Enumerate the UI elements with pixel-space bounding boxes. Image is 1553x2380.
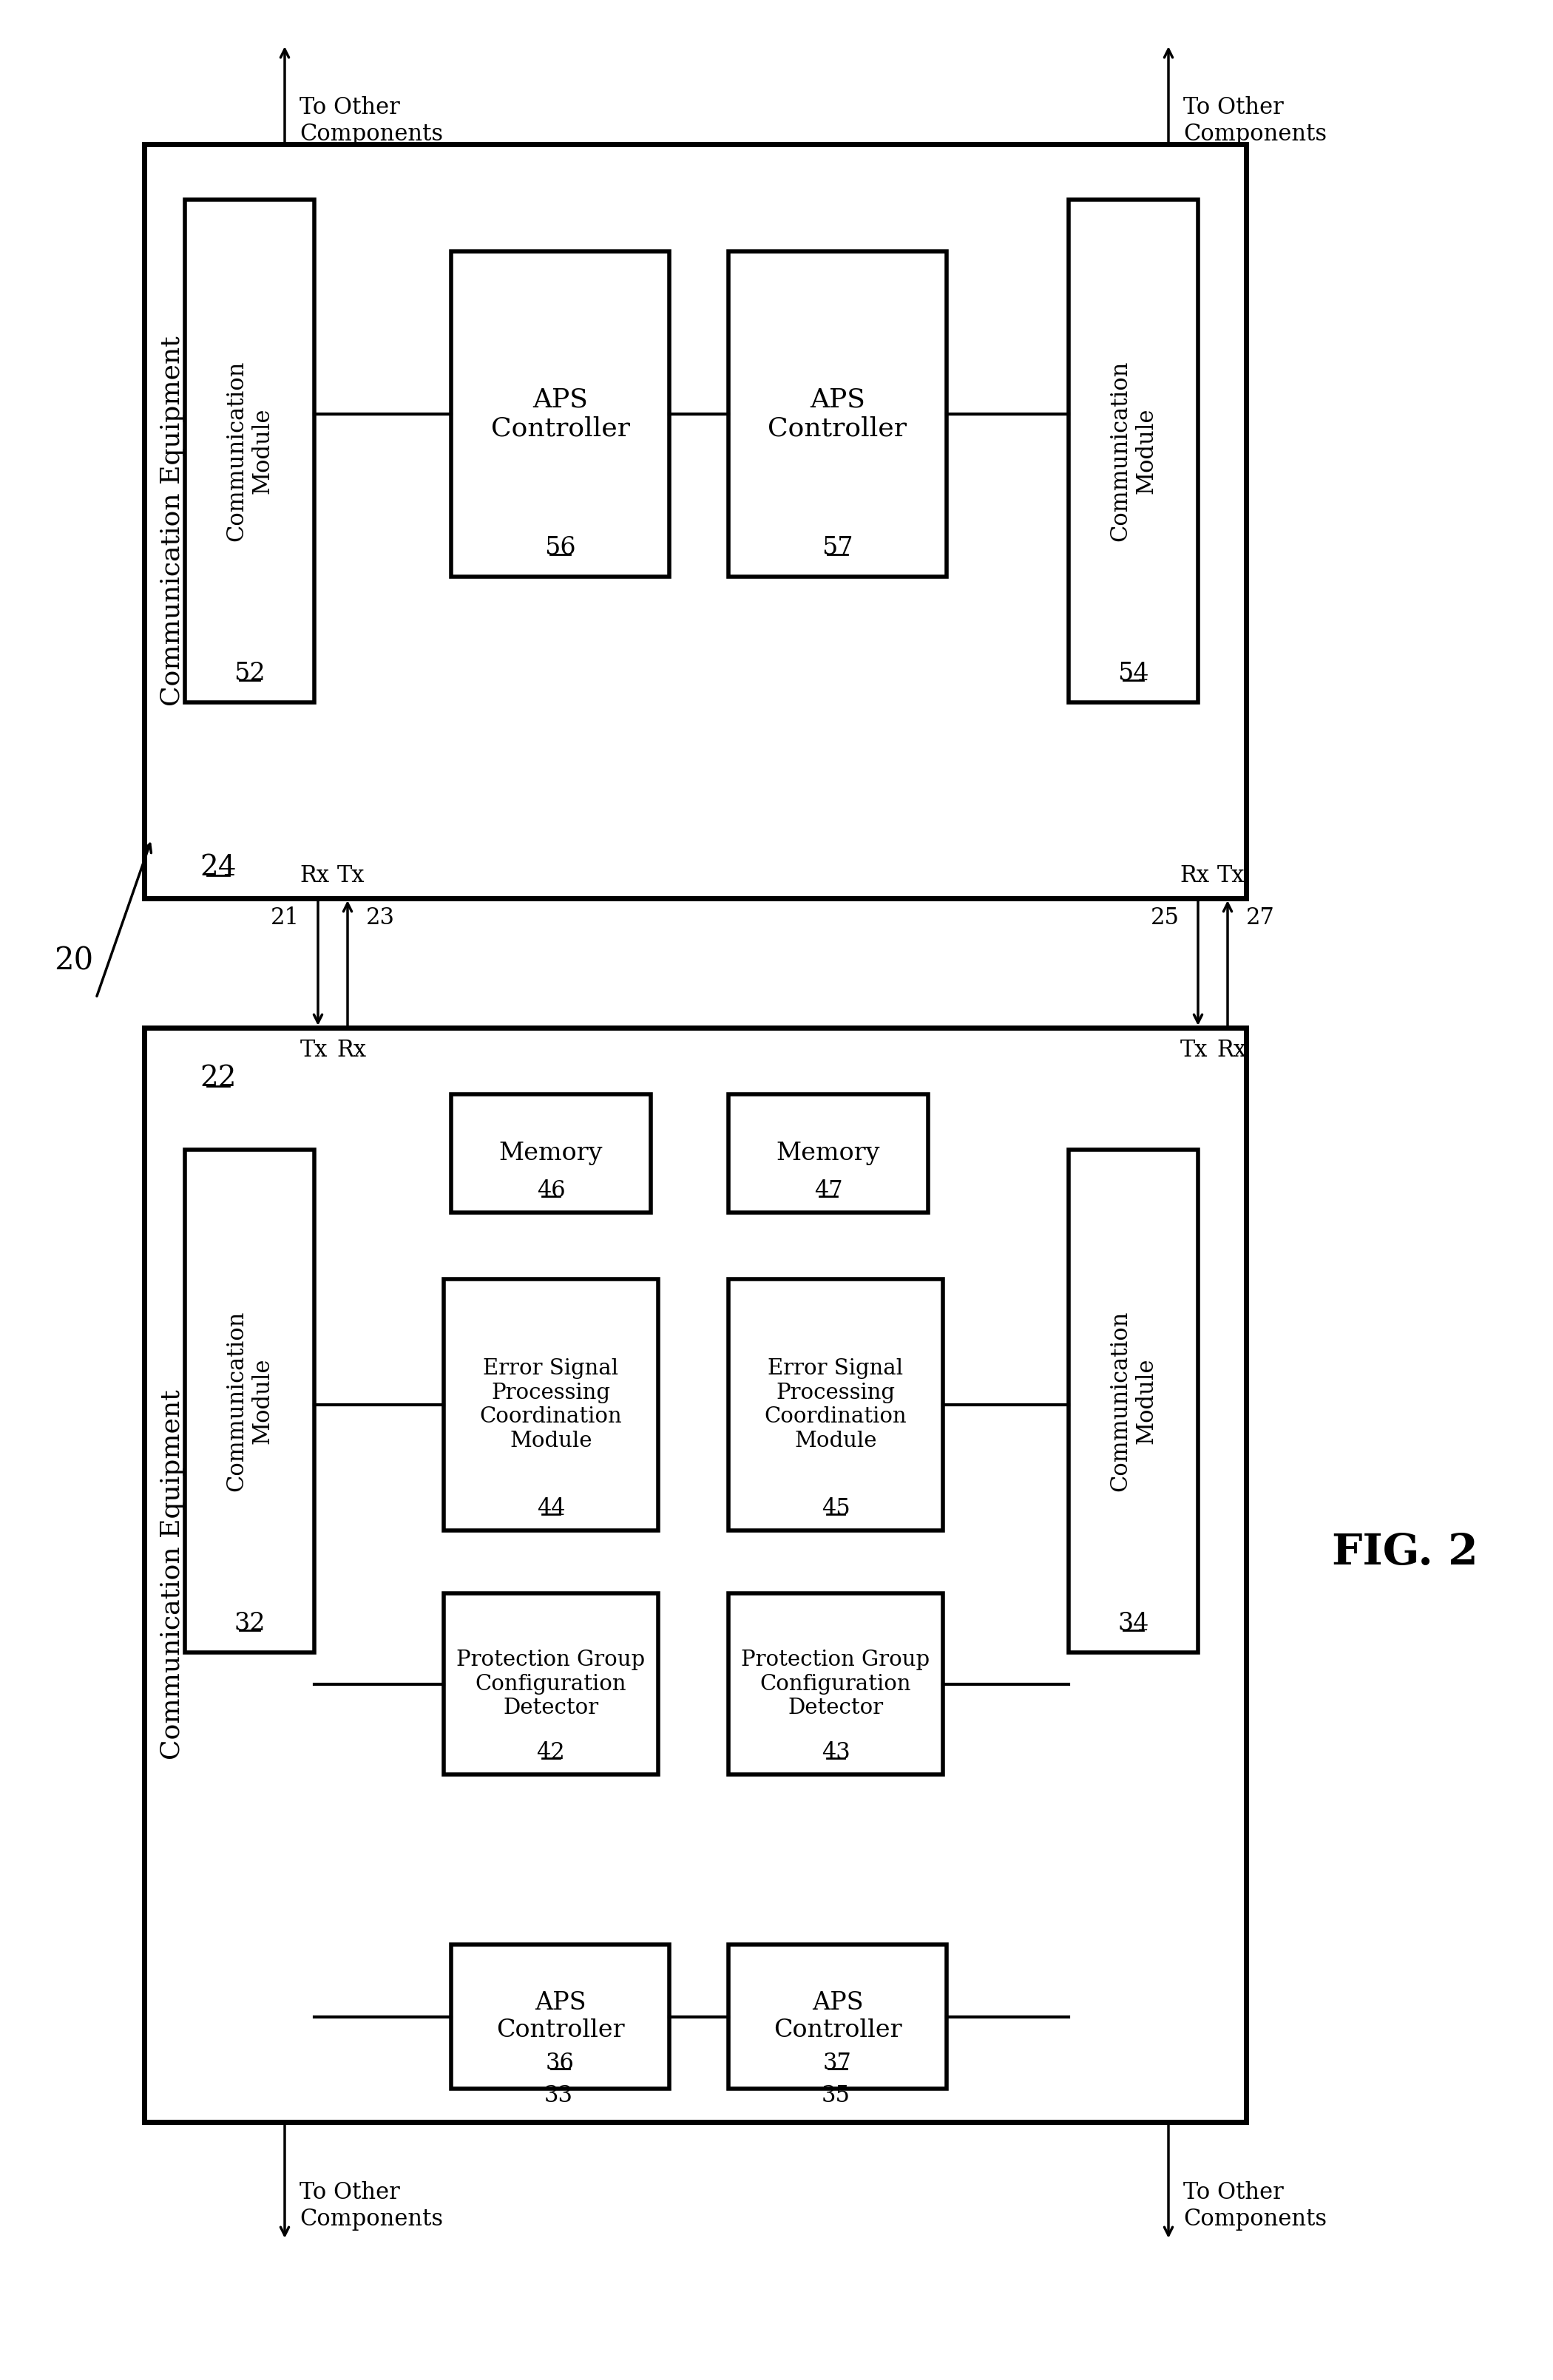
Text: APS
Controller: APS Controller — [495, 1992, 624, 2042]
Text: 25: 25 — [1151, 907, 1180, 928]
Text: 47: 47 — [814, 1178, 843, 1202]
Text: 27: 27 — [1246, 907, 1275, 928]
Text: Tx: Tx — [300, 1038, 328, 1061]
Text: Error Signal
Processing
Coordination
Module: Error Signal Processing Coordination Mod… — [480, 1359, 623, 1452]
Text: 21: 21 — [270, 907, 300, 928]
Bar — [721, 1076, 950, 2104]
Text: 24: 24 — [200, 854, 236, 881]
Text: APS
Controller: APS Controller — [491, 388, 629, 440]
Text: 52: 52 — [235, 662, 266, 685]
Bar — [450, 1944, 669, 2090]
Text: 44: 44 — [537, 1497, 565, 1521]
Text: Communication
Module: Communication Module — [225, 1311, 275, 1492]
Text: 46: 46 — [537, 1178, 565, 1202]
Bar — [185, 200, 314, 702]
Text: 33: 33 — [544, 2085, 573, 2106]
Bar — [1068, 1150, 1197, 1652]
Text: 23: 23 — [367, 907, 394, 928]
Text: Memory: Memory — [499, 1142, 603, 1166]
Text: Tx: Tx — [1218, 864, 1246, 888]
Text: 36: 36 — [545, 2052, 575, 2075]
Bar — [728, 1592, 943, 1775]
Text: To Other
Components: To Other Components — [1183, 2180, 1326, 2230]
Bar — [450, 1095, 651, 1211]
Text: Rx: Rx — [337, 1038, 367, 1061]
Text: Memory: Memory — [776, 1142, 881, 1166]
Text: 56: 56 — [545, 536, 576, 559]
Text: Communication
Module: Communication Module — [1109, 362, 1159, 540]
Bar — [450, 252, 669, 576]
Text: Communication
Module: Communication Module — [225, 362, 275, 540]
Text: 42: 42 — [537, 1742, 565, 1764]
Text: 54: 54 — [1118, 662, 1149, 685]
Bar — [144, 145, 1246, 897]
Text: Tx: Tx — [337, 864, 365, 888]
Text: To Other
Components: To Other Components — [300, 95, 443, 145]
Text: 34: 34 — [1118, 1611, 1149, 1635]
Text: 43: 43 — [822, 1742, 849, 1764]
Bar — [728, 1944, 947, 2090]
Bar — [436, 1076, 666, 2104]
Text: Protection Group
Configuration
Detector: Protection Group Configuration Detector — [741, 1649, 930, 1718]
Text: 57: 57 — [822, 536, 853, 559]
Text: 35: 35 — [822, 2085, 849, 2106]
Text: Rx: Rx — [300, 864, 329, 888]
Text: Rx: Rx — [1216, 1038, 1246, 1061]
Text: 45: 45 — [822, 1497, 849, 1521]
Bar — [144, 1028, 1246, 2123]
Text: Rx: Rx — [1179, 864, 1210, 888]
Text: 37: 37 — [823, 2052, 853, 2075]
Text: 22: 22 — [200, 1064, 236, 1092]
Bar — [728, 1278, 943, 1530]
Text: Tx: Tx — [1180, 1038, 1208, 1061]
Bar — [185, 1150, 314, 1652]
Text: Error Signal
Processing
Coordination
Module: Error Signal Processing Coordination Mod… — [764, 1359, 907, 1452]
Text: Communication Equipment: Communication Equipment — [160, 336, 185, 707]
Text: Protection Group
Configuration
Detector: Protection Group Configuration Detector — [457, 1649, 646, 1718]
Bar — [728, 1095, 929, 1211]
Text: To Other
Components: To Other Components — [300, 2180, 443, 2230]
Text: Communication Equipment: Communication Equipment — [160, 1390, 185, 1759]
Text: FIG. 2: FIG. 2 — [1332, 1533, 1478, 1573]
Text: APS
Controller: APS Controller — [773, 1992, 902, 2042]
Text: To Other
Components: To Other Components — [1183, 95, 1326, 145]
Bar — [728, 252, 947, 576]
Text: 32: 32 — [235, 1611, 266, 1635]
Text: APS
Controller: APS Controller — [769, 388, 907, 440]
Bar — [1068, 200, 1197, 702]
Bar — [444, 1278, 658, 1530]
Text: Communication
Module: Communication Module — [1109, 1311, 1159, 1492]
Text: 20: 20 — [54, 945, 93, 976]
Bar — [444, 1592, 658, 1775]
